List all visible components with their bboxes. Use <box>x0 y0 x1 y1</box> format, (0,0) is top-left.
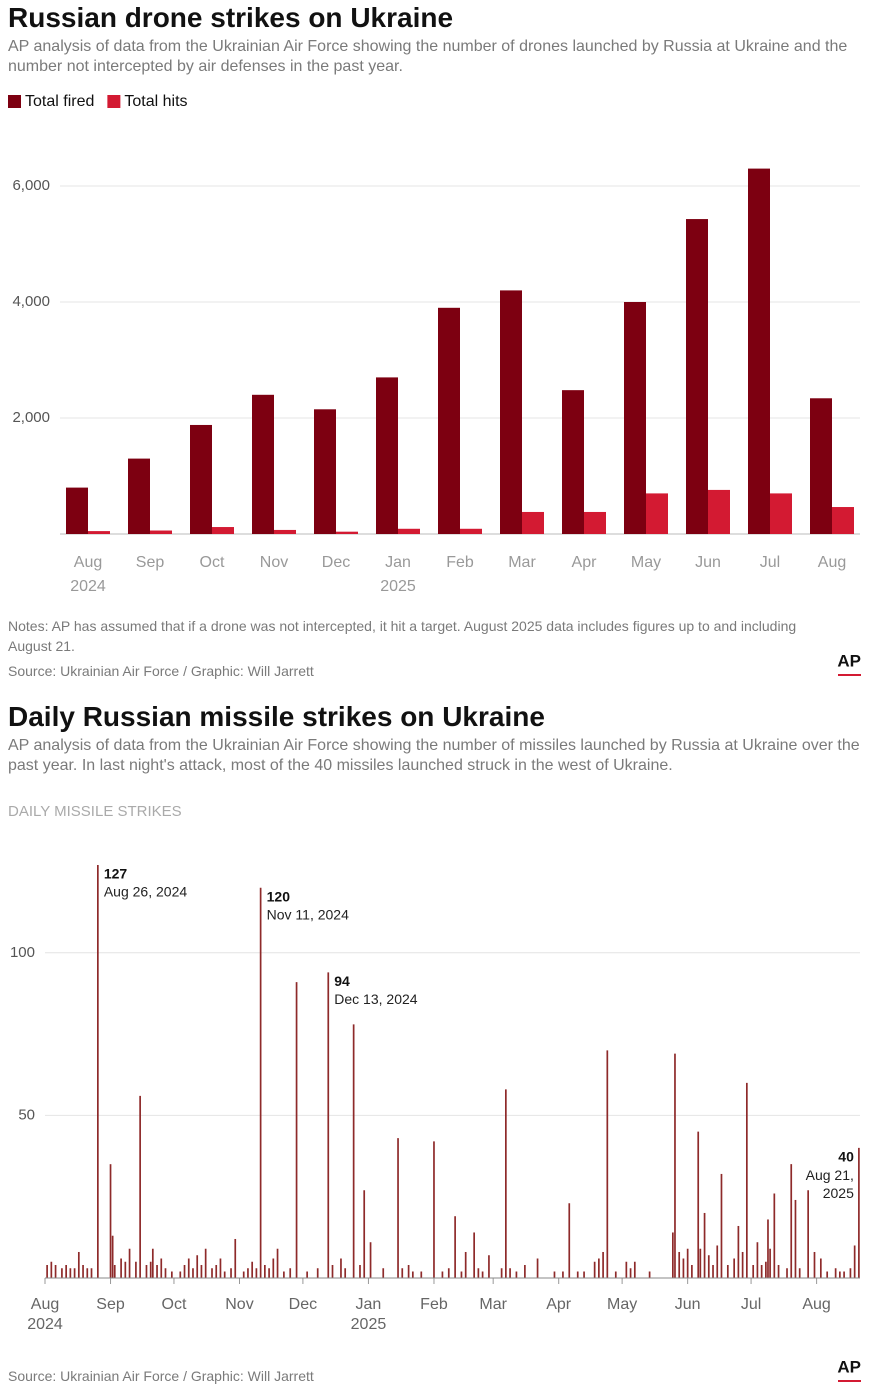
bar <box>190 424 212 534</box>
bar <box>438 307 460 534</box>
annotation-date: Aug 21, 2025 <box>806 1167 854 1201</box>
legend-label: Total hits <box>124 93 187 110</box>
chart-subtitle: AP analysis of data from the Ukrainian A… <box>8 737 860 774</box>
y-tick-label: 100 <box>10 944 35 961</box>
annotation-date: Dec 13, 2024 <box>334 991 417 1007</box>
bar <box>128 458 150 534</box>
x-tick-label: Dec <box>322 554 350 571</box>
notes: Notes: AP has assumed that if a drone wa… <box>8 618 797 654</box>
text-line: 2024 <box>27 1316 63 1333</box>
bar <box>624 302 646 534</box>
x-tick-label: Aug 2024 <box>70 554 106 595</box>
y-tick-label: 4,000 <box>12 293 50 310</box>
bar <box>770 493 792 534</box>
x-tick-label: Aug <box>818 554 846 571</box>
x-tick-label: Apr <box>546 1296 572 1313</box>
bar <box>500 290 522 534</box>
legend-swatch <box>8 95 21 108</box>
x-tick-label: Oct <box>162 1296 187 1313</box>
y-tick-label: 2,000 <box>12 409 50 426</box>
text-line: 2025 <box>380 578 416 595</box>
x-tick-label: Jul <box>760 554 780 571</box>
x-tick-label: Nov <box>260 554 288 571</box>
x-tick-label: Jul <box>741 1296 761 1313</box>
x-tick-label: Jun <box>695 554 721 571</box>
bar <box>212 527 234 534</box>
x-tick-label: Feb <box>420 1296 448 1313</box>
x-tick-label: Feb <box>446 554 474 571</box>
annotation-value: 120 <box>267 888 291 904</box>
annotation-value: 127 <box>104 866 128 882</box>
x-tick-label: Jan 2025 <box>380 554 416 595</box>
annotation-date: Aug 26, 2024 <box>104 884 188 900</box>
text-line: Jan <box>385 554 411 571</box>
bar <box>810 398 832 534</box>
source: Source: Ukrainian Air Force / Graphic: W… <box>8 1368 314 1384</box>
logo: AP <box>837 1357 861 1376</box>
chart-subtitle: AP analysis of data from the Ukrainian A… <box>8 38 848 75</box>
x-tick-label: Mar <box>508 554 536 571</box>
bar <box>562 390 584 534</box>
x-tick-label: Mar <box>479 1296 507 1313</box>
bar <box>748 168 770 534</box>
chart-title: Daily Russian missile strikes on Ukraine <box>8 701 545 732</box>
bar <box>646 493 668 534</box>
bar <box>376 377 398 534</box>
bar <box>398 528 420 534</box>
x-tick-label: Sep <box>96 1296 125 1313</box>
text-line: 2024 <box>70 578 106 595</box>
x-tick-label: Aug <box>802 1296 830 1313</box>
bar <box>252 394 274 534</box>
bar <box>66 487 88 534</box>
y-tick-label: 6,000 <box>12 177 50 194</box>
chart-title: Russian drone strikes on Ukraine <box>8 2 454 33</box>
bar <box>522 511 544 534</box>
bar <box>274 529 296 534</box>
bar <box>314 409 336 534</box>
y-axis-label: DAILY MISSILE STRIKES <box>8 803 182 820</box>
x-tick-label: Sep <box>136 554 165 571</box>
x-tick-label: Oct <box>200 554 225 571</box>
bar <box>460 528 482 534</box>
x-tick-label: Jan 2025 <box>351 1296 387 1333</box>
bar <box>88 531 110 534</box>
text-line: Aug 21, <box>806 1167 854 1183</box>
annotation-value: 94 <box>334 973 350 989</box>
x-tick-label: Apr <box>572 554 598 571</box>
legend-swatch <box>107 95 121 108</box>
x-tick-label: May <box>631 554 661 571</box>
text-line: Aug <box>74 554 102 571</box>
text-line: Aug <box>31 1296 59 1313</box>
x-tick-label: May <box>607 1296 637 1313</box>
text-line: Jan <box>356 1296 382 1313</box>
logo: AP <box>837 651 861 670</box>
bar <box>832 507 854 534</box>
bar <box>686 219 708 534</box>
annotation-value: 40 <box>838 1149 854 1165</box>
x-tick-label: Dec <box>289 1296 317 1313</box>
bar <box>150 530 172 534</box>
x-tick-label: Jun <box>675 1296 701 1313</box>
text-line: 2025 <box>823 1185 854 1201</box>
bar <box>584 511 606 534</box>
bar <box>708 489 730 534</box>
source: Source: Ukrainian Air Force / Graphic: W… <box>8 663 314 679</box>
x-tick-label: Aug 2024 <box>27 1296 63 1333</box>
annotation-date: Nov 11, 2024 <box>267 906 349 922</box>
y-tick-label: 50 <box>18 1106 35 1123</box>
legend-label: Total fired <box>25 93 94 110</box>
text-line: 2025 <box>351 1316 387 1333</box>
bar <box>336 531 358 534</box>
x-tick-label: Nov <box>225 1296 253 1313</box>
